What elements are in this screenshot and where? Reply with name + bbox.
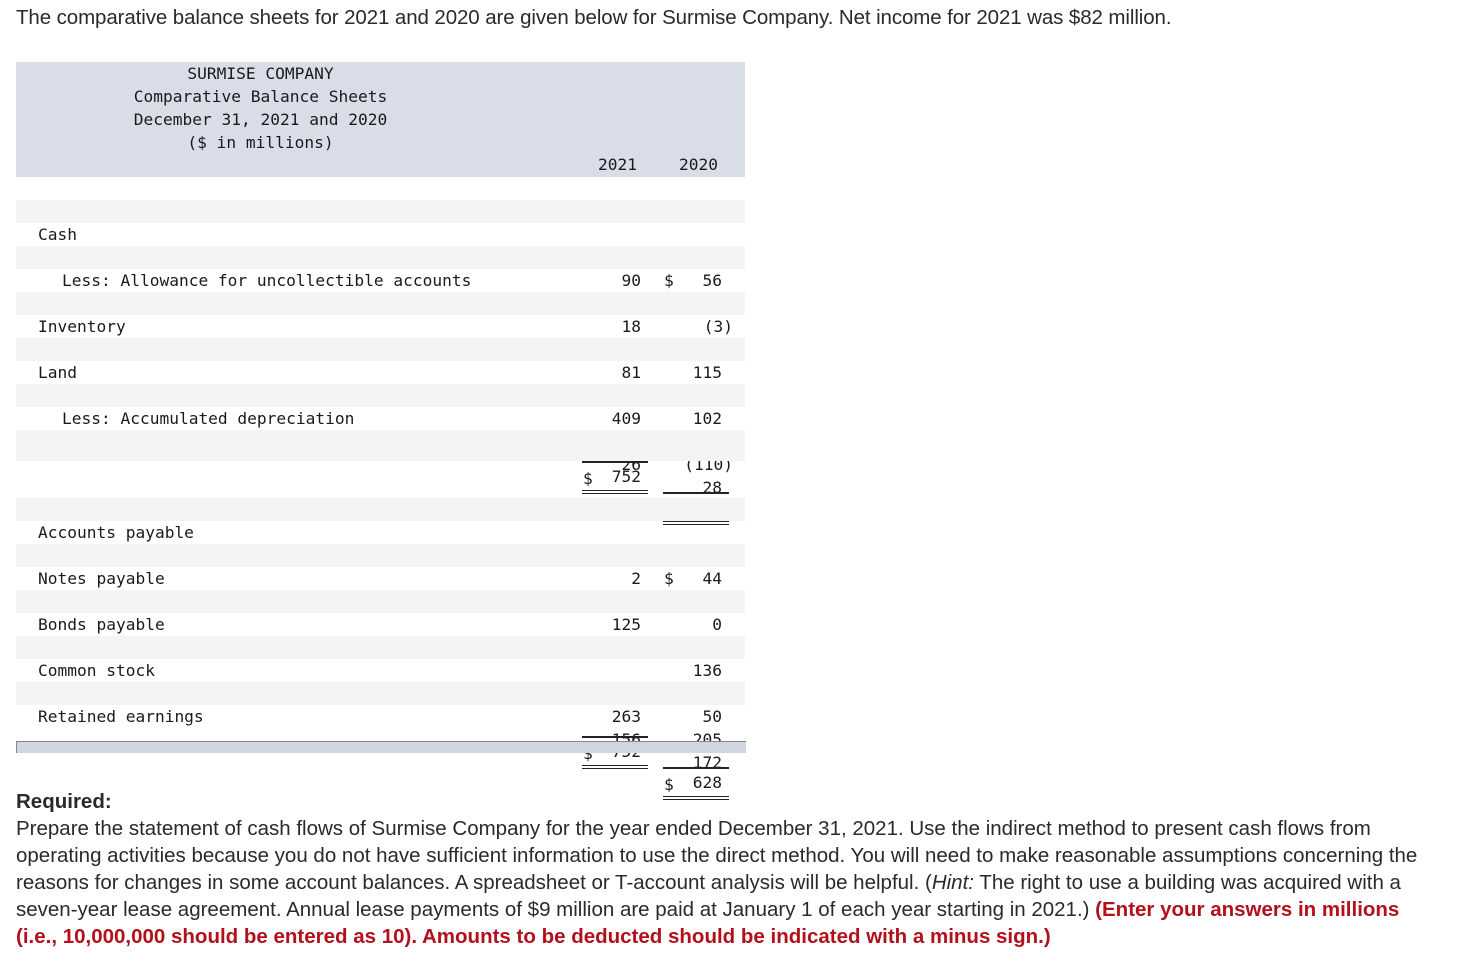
table-row: Accounts receivable 90 108 (38, 248, 722, 313)
sheet-units: ($ in millions) (187, 133, 334, 152)
intro-text: The comparative balance sheets for 2021 … (16, 6, 1172, 29)
column-header-2020: 2020 (679, 155, 718, 174)
sheet-title: Comparative Balance Sheets (133, 87, 388, 106)
entry-instruction: (Enter your answers in millions (i.e., 1… (16, 898, 1400, 948)
company-name: SURMISE COMPANY (187, 64, 334, 83)
table-row: Lease liability 125 0 (38, 592, 722, 657)
sheet-date: December 31, 2021 and 2020 (133, 110, 388, 129)
table-row: Buildings and equipment 409 275 (38, 386, 722, 451)
required-heading: Required: (16, 790, 112, 813)
section-heading-equity: Shareholders’ Equity (16, 613, 745, 657)
table-row: Less: Allowance for uncollectible accoun… (16, 246, 745, 336)
table-row: Inventory 138 115 (16, 292, 745, 382)
table-row: Accounts payable $20 $44 (16, 498, 745, 588)
required-section: Required: Prepare the statement of cash … (16, 788, 1426, 950)
table-row: Prepaid expenses 18 17 (38, 294, 722, 359)
table-row: Less: Accumulated depreciation (140) (11… (16, 384, 745, 474)
column-header-2021: 2021 (598, 155, 637, 174)
table-row: Notes payable 50 0 (16, 544, 745, 634)
table-footer-bar (16, 741, 746, 753)
required-instructions: Prepare the statement of cash flows of S… (16, 817, 1418, 948)
table-row: Bonds payable 66 136 (16, 590, 745, 680)
section-heading-liabilities: Liabilities (16, 475, 745, 519)
total-liabilities-equity-row: $752 $628 (16, 705, 745, 800)
table-row: Long-term investment 81 40 (38, 340, 722, 405)
table-row: Land 102 102 (16, 338, 745, 428)
total-assets-row: $752 $628 (16, 430, 745, 525)
hint-label: Hint: (931, 871, 974, 894)
balance-sheet-header: SURMISE COMPANY Comparative Balance Shee… (16, 62, 745, 177)
table-row: Cash $52 $56 (16, 200, 745, 290)
spacer (16, 461, 745, 475)
table-row: Common stock 70 50 (16, 636, 745, 726)
table-row: Accrued liabilities 2 21 (38, 546, 722, 611)
section-heading-assets: Assets (16, 177, 745, 221)
table-row: Paid-in capital—excess of par 263 205 (38, 684, 722, 749)
balance-sheet-table: SURMISE COMPANY Comparative Balance Shee… (16, 62, 745, 800)
table-row: Retained earnings 156 172 (16, 682, 745, 772)
table-row: Patent 26 28 (38, 432, 722, 497)
